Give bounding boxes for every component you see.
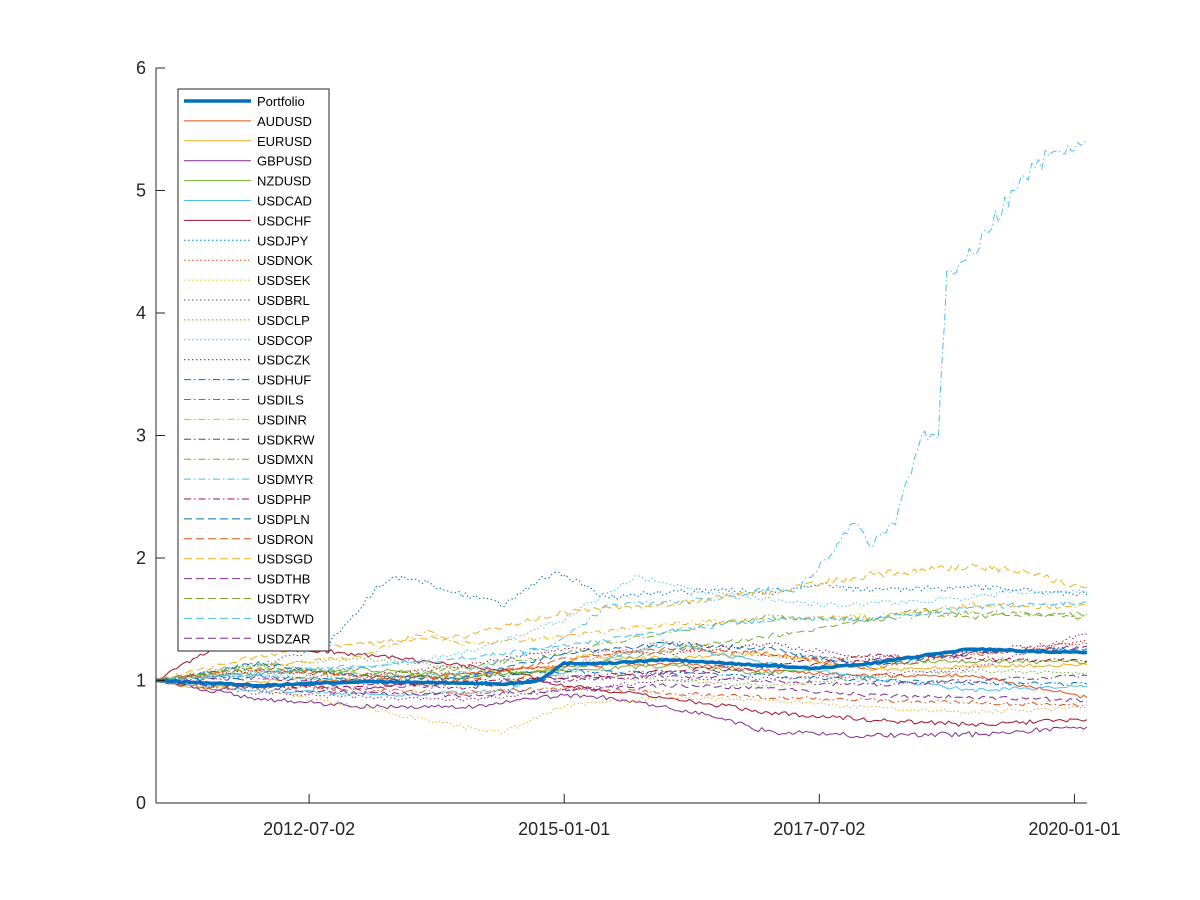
legend-label: USDCHF bbox=[257, 213, 311, 228]
legend-label: USDPHP bbox=[257, 492, 311, 507]
y-tick-label: 1 bbox=[136, 671, 146, 691]
legend-label: USDCLP bbox=[257, 313, 310, 328]
legend-label: USDSEK bbox=[257, 273, 311, 288]
x-tick-label: 2012-07-02 bbox=[263, 819, 355, 839]
legend-label: EURUSD bbox=[257, 134, 312, 149]
series-line-usdtwd bbox=[155, 599, 1087, 682]
x-tick-label: 2020-01-01 bbox=[1028, 819, 1120, 839]
series-line-usdils bbox=[155, 678, 1088, 707]
legend-label: USDCOP bbox=[257, 333, 313, 348]
legend-label: USDTRY bbox=[257, 592, 311, 607]
legend-label: USDCZK bbox=[257, 353, 311, 368]
series-line-usdtry bbox=[155, 607, 1088, 682]
legend-label: USDCAD bbox=[257, 194, 312, 209]
legend-label: USDZAR bbox=[257, 631, 310, 646]
legend-label: AUDUSD bbox=[257, 114, 312, 129]
series-line-usdnok bbox=[155, 639, 1088, 682]
legend-label: USDBRL bbox=[257, 293, 310, 308]
series-line-portfolio bbox=[155, 647, 1088, 688]
legend-label: USDSGD bbox=[257, 552, 313, 567]
y-tick-label: 6 bbox=[136, 58, 146, 78]
x-axis-ticks: 2012-07-02 2015-01-01 2017-07-02 2020-01-01 bbox=[263, 794, 1120, 839]
legend-label: USDHUF bbox=[257, 373, 311, 388]
series-line-usdjpy bbox=[155, 571, 1088, 681]
legend-label: USDRON bbox=[257, 532, 313, 547]
y-axis-ticks: 0 1 2 3 4 5 6 bbox=[136, 58, 165, 813]
legend-label: USDILS bbox=[257, 393, 304, 408]
legend-label: USDINR bbox=[257, 412, 307, 427]
series-line-usdthb bbox=[155, 678, 1088, 703]
x-tick-label: 2015-01-01 bbox=[518, 819, 610, 839]
legend-label: USDKRW bbox=[257, 432, 315, 447]
y-tick-label: 2 bbox=[136, 548, 146, 568]
legend-label: USDNOK bbox=[257, 253, 313, 268]
x-tick-label: 2017-07-02 bbox=[773, 819, 865, 839]
legend-label: NZDUSD bbox=[257, 174, 311, 189]
series-line-usdhuf bbox=[155, 669, 1088, 686]
legend-label: Portfolio bbox=[257, 94, 305, 109]
series-line-usdcad bbox=[155, 642, 1087, 697]
series-line-usdphp bbox=[155, 653, 1088, 690]
legend-label: USDMYR bbox=[257, 472, 313, 487]
y-tick-label: 0 bbox=[136, 793, 146, 813]
series-line-gbpusd bbox=[155, 679, 1088, 738]
legend-label: USDPLN bbox=[257, 512, 310, 527]
legend-label: GBPUSD bbox=[257, 154, 312, 169]
legend: Portfolio AUDUSD EURUSD GBPUSD NZDUSD USDCAD U… bbox=[177, 88, 330, 652]
series-line-usdinr bbox=[155, 601, 1088, 683]
series-line-usdclp bbox=[155, 656, 1088, 687]
series-line-usdmyr bbox=[155, 141, 1088, 683]
legend-label: USDTWD bbox=[257, 611, 314, 626]
y-tick-label: 5 bbox=[136, 181, 146, 201]
y-tick-label: 4 bbox=[136, 303, 146, 323]
legend-box bbox=[177, 88, 330, 652]
legend-label: USDTHB bbox=[257, 572, 310, 587]
legend-label: USDMXN bbox=[257, 452, 313, 467]
series-line-usdron bbox=[155, 646, 1088, 683]
legend-label: USDJPY bbox=[257, 233, 309, 248]
y-tick-label: 3 bbox=[136, 426, 146, 446]
series-line-usdkrw bbox=[155, 673, 1088, 690]
